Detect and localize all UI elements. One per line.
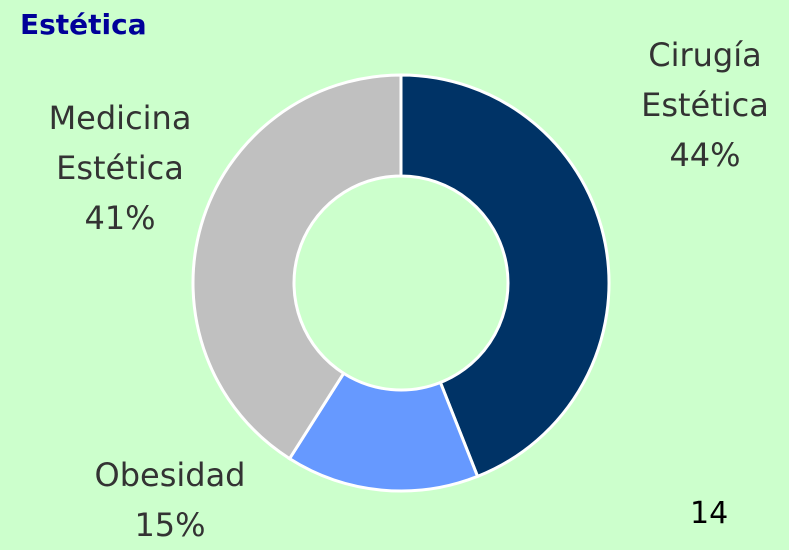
data-label: Obesidad 15% (70, 450, 270, 550)
value-label: 44% (669, 136, 741, 174)
category-label: Cirugía Estética (641, 36, 769, 124)
value-label: 15% (134, 506, 206, 544)
donut-segment (191, 73, 403, 461)
category-label: Medicina Estética (48, 99, 192, 187)
chart-title: Estética (20, 8, 147, 41)
donut-segment (399, 73, 611, 479)
category-label: Obesidad (94, 456, 246, 494)
value-label: 41% (84, 199, 156, 237)
donut-segment (287, 371, 480, 493)
page-number: 14 (690, 496, 729, 531)
data-label: Cirugía Estética 44% (605, 30, 789, 180)
data-label: Medicina Estética 41% (20, 93, 220, 243)
